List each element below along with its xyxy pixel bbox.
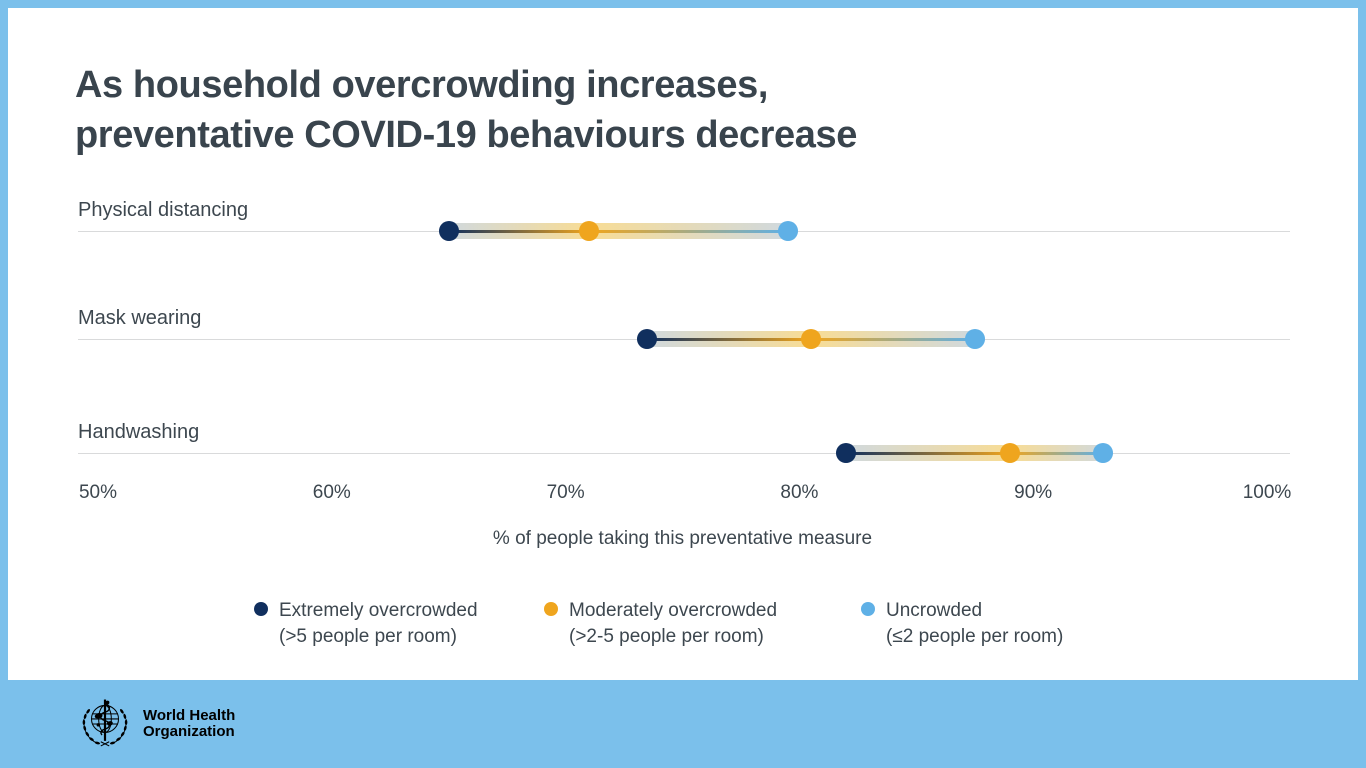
legend-dot-extremely-overcrowded [254,602,268,616]
legend-label-line2: (>2-5 people per room) [569,626,764,647]
legend-label-line2: (>5 people per room) [279,626,457,647]
axis-tick-100: 100% [1242,482,1292,503]
dot-uncrowded-physical-distancing [777,221,798,241]
who-emblem-icon [82,699,128,747]
legend-item-moderately-overcrowded: Moderately overcrowded (>2-5 people per r… [544,598,777,650]
who-logo-line1: World Health [143,706,236,724]
legend-dot-uncrowded [861,602,875,616]
who-footer: World Health Organization [0,680,1366,768]
legend-label-moderately-overcrowded: Moderately overcrowded (>2-5 people per r… [569,598,777,650]
axis-tick-80: 80% [780,482,819,503]
who-logo-text: World Health Organization [143,706,236,741]
page-title: As household overcrowding increases, pre… [75,64,857,156]
legend-label-line1: Moderately overcrowded [569,600,778,621]
legend-item-uncrowded: Uncrowded (≤2 people per room) [861,598,1063,650]
dot-moderately-overcrowded-handwashing [999,443,1020,463]
axis-tick-60: 60% [312,482,351,503]
row-label-physical-distancing: Physical distancing [78,199,249,221]
dot-extremely-overcrowded-physical-distancing [438,221,459,241]
legend-label-line1: Uncrowded [886,600,983,621]
dot-moderately-overcrowded-mask-wearing [801,329,822,349]
legend-dot-moderately-overcrowded [544,602,558,616]
dot-uncrowded-handwashing [1093,443,1114,463]
connector-line-handwashing [846,452,1104,455]
who-logo-line2: Organization [143,723,235,740]
axis-tick-70: 70% [546,482,585,503]
chart-card: As household overcrowding increases, pre… [8,8,1358,680]
row-label-mask-wearing: Mask wearing [78,307,202,329]
connector-line-physical-distancing [448,230,788,233]
row-label-handwashing: Handwashing [78,421,200,443]
dot-extremely-overcrowded-mask-wearing [637,329,658,349]
dot-extremely-overcrowded-handwashing [836,443,857,463]
axis-tick-50: 50% [78,482,118,503]
x-axis-title: % of people taking this preventative mea… [492,528,873,549]
row-gridline-handwashing [78,453,1290,454]
legend-label-line1: Extremely overcrowded [279,600,478,621]
legend-label-line2: (≤2 people per room) [886,626,1064,647]
legend-label-uncrowded: Uncrowded (≤2 people per room) [886,598,1063,650]
dot-uncrowded-mask-wearing [964,329,985,349]
axis-tick-90: 90% [1014,482,1053,503]
dot-moderately-overcrowded-physical-distancing [578,221,599,241]
legend-label-extremely-overcrowded: Extremely overcrowded (>5 people per room… [279,598,478,650]
legend-item-extremely-overcrowded: Extremely overcrowded (>5 people per room… [254,598,478,650]
